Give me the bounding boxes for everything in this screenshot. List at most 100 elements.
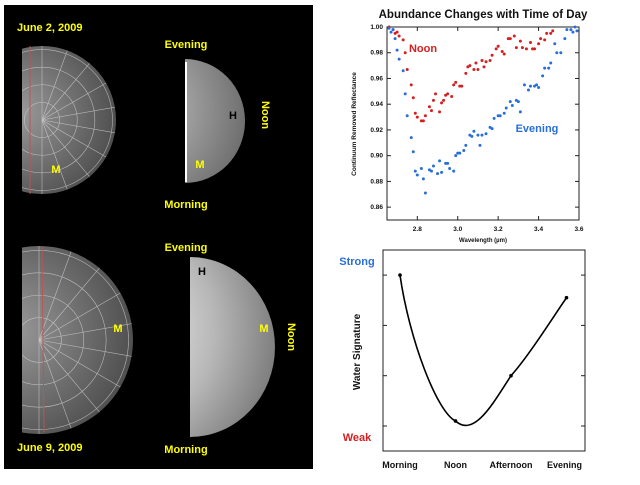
evening-point xyxy=(411,150,415,154)
noon-point xyxy=(518,39,522,43)
category-label: Afternoon xyxy=(490,460,533,470)
evening-point xyxy=(508,100,512,104)
evening-point xyxy=(478,143,482,147)
noon-point xyxy=(401,38,405,42)
x-tick-label: 3.4 xyxy=(534,226,543,233)
evening-point xyxy=(409,136,413,140)
m-label-bottom-left: M xyxy=(113,323,122,335)
noon-point xyxy=(450,94,454,98)
moon-map-bottom xyxy=(22,246,133,434)
evening-point xyxy=(458,151,462,155)
noon-point xyxy=(429,109,433,113)
evening-point xyxy=(429,169,433,173)
morning-label-top: Morning xyxy=(164,199,207,211)
evening-point xyxy=(413,169,417,173)
noon-point xyxy=(533,47,537,51)
noon-point xyxy=(427,105,431,109)
evening-point xyxy=(470,134,474,138)
evening-point xyxy=(454,154,458,158)
noon-point xyxy=(545,31,549,35)
plot-frame-2 xyxy=(382,249,586,452)
noon-annotation: Noon xyxy=(409,43,437,55)
evening-point xyxy=(537,85,541,89)
y-tick-label: 1.00 xyxy=(370,24,383,31)
noon-point xyxy=(446,92,450,96)
evening-point xyxy=(563,37,567,41)
noon-point xyxy=(442,98,446,102)
evening-point xyxy=(395,48,399,52)
moon-map-top xyxy=(22,46,116,194)
evening-point xyxy=(438,159,442,163)
noon-label-bottom: Noon xyxy=(285,323,297,351)
evening-point xyxy=(401,69,405,73)
evening-point xyxy=(547,66,551,70)
date-label-top: June 2, 2009 xyxy=(17,22,82,34)
noon-point xyxy=(539,37,543,41)
noon-point xyxy=(549,31,553,35)
x-tick-label: 2.8 xyxy=(413,226,422,233)
evening-point xyxy=(452,169,456,173)
noon-point xyxy=(395,30,399,34)
evening-point xyxy=(528,84,532,88)
evening-point xyxy=(498,114,502,118)
noon-point xyxy=(464,71,468,75)
noon-label-top: Noon xyxy=(259,101,271,129)
evening-label-bottom: Evening xyxy=(165,242,208,254)
moon-image-panel: June 2, 2009 Evening Morning Noon H M M … xyxy=(4,5,313,469)
noon-point xyxy=(415,115,419,119)
evening-point xyxy=(389,30,393,34)
noon-point xyxy=(476,67,480,71)
evening-point xyxy=(543,66,547,70)
evening-point xyxy=(502,111,506,115)
noon-point xyxy=(468,64,472,68)
noon-point xyxy=(474,61,478,65)
evening-point xyxy=(526,88,530,92)
evening-point xyxy=(397,57,401,61)
noon-point xyxy=(405,67,409,71)
evening-point xyxy=(436,172,440,176)
evening-point xyxy=(571,30,575,34)
evening-point xyxy=(549,61,553,65)
x-tick-label: 3.6 xyxy=(574,226,583,233)
evening-point xyxy=(522,83,526,87)
h-label-top: H xyxy=(229,110,237,122)
evening-point xyxy=(419,167,423,171)
water-signature-point xyxy=(564,295,569,300)
evening-point xyxy=(553,42,557,46)
noon-point xyxy=(537,42,541,46)
noon-point xyxy=(484,60,488,64)
noon-point xyxy=(434,92,438,96)
noon-point xyxy=(411,96,415,100)
evening-point xyxy=(516,100,520,104)
y-axis-label-2: Water Signature xyxy=(352,313,363,390)
evening-point xyxy=(490,127,494,131)
y-tick-label: 0.96 xyxy=(370,75,383,82)
evening-point xyxy=(472,129,476,133)
x-axis-label: Wavelength (µm) xyxy=(459,238,507,244)
evening-annotation: Evening xyxy=(516,123,559,135)
y-tick-label: 0.98 xyxy=(370,50,383,57)
category-label: Evening xyxy=(547,460,582,470)
noon-point xyxy=(512,34,516,38)
noon-point xyxy=(508,37,512,41)
noon-point xyxy=(524,47,528,51)
noon-point xyxy=(403,51,407,55)
evening-point xyxy=(569,28,573,32)
m-label-top-right: M xyxy=(195,159,204,171)
m-label-top-left: M xyxy=(51,164,60,176)
evening-point xyxy=(504,106,508,110)
evening-point xyxy=(480,133,484,137)
evening-point xyxy=(559,51,563,55)
evening-point xyxy=(462,149,466,153)
y-tick-label: 0.88 xyxy=(370,178,383,185)
evening-point xyxy=(448,167,452,171)
evening-point xyxy=(476,133,480,137)
noon-point xyxy=(472,67,476,71)
noon-point xyxy=(480,58,484,62)
y-axis-label: Continuum Removed Reflectance xyxy=(351,72,358,176)
evening-point xyxy=(431,164,435,168)
y-tick-label: 0.92 xyxy=(370,127,383,134)
noon-point xyxy=(438,110,442,114)
evening-point xyxy=(484,132,488,136)
